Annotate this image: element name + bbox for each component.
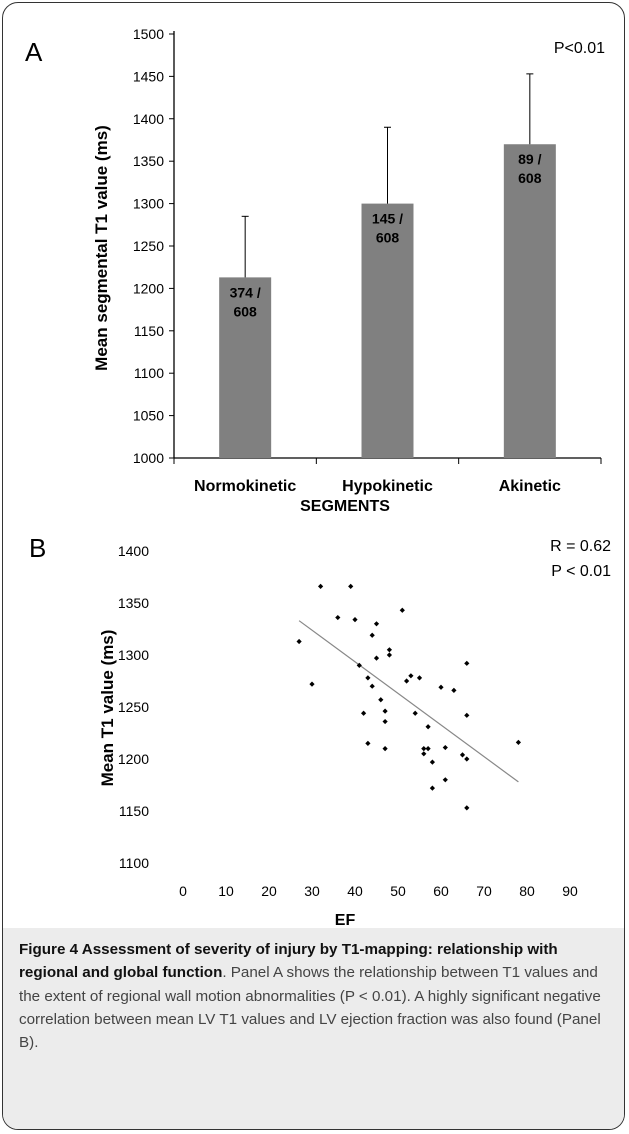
scatter-point: [335, 614, 341, 621]
y-tick-label: 1350: [133, 153, 164, 169]
scatter-point: [356, 662, 362, 668]
caption-background: [3, 928, 624, 1129]
y-tick-label: 1300: [133, 196, 164, 212]
scatter-point: [318, 583, 324, 589]
y-tick-label: 1050: [133, 408, 164, 424]
y-tick-label: 1100: [119, 855, 149, 871]
scatter-point: [373, 655, 380, 661]
scatter-chart-panel-b: B R = 0.62 P < 0.01 1100 1150 1200 1250 1300 135…: [29, 533, 611, 928]
scatter-point: [382, 708, 388, 714]
scatter-point: [382, 746, 388, 752]
scatter-point: [464, 805, 470, 811]
scatter-point: [382, 718, 388, 725]
panel-letter-a: A: [25, 37, 43, 67]
scatter-point: [451, 687, 457, 693]
scatter-point: [425, 724, 431, 730]
scatter-point: [309, 681, 315, 687]
bar-data-label: 608: [376, 230, 400, 246]
scatter-point: [369, 683, 375, 689]
scatter-point: [464, 660, 470, 666]
x-tick-label: 0: [179, 883, 187, 899]
bar-data-label: 374 /: [230, 284, 261, 300]
x-tick-label: 50: [390, 883, 406, 899]
scatter-point: [361, 710, 367, 716]
significance-label: P<0.01: [554, 40, 605, 57]
scatter-point: [442, 744, 448, 751]
scatter-point: [442, 777, 448, 783]
scatter-point: [365, 740, 371, 746]
scatter-point: [416, 675, 423, 681]
scatter-point: [421, 746, 427, 752]
scatter-point: [515, 739, 521, 745]
bar-data-label: 608: [518, 170, 542, 186]
y-tick-label: 1200: [133, 280, 164, 296]
stats-label: R = 0.62: [550, 538, 611, 555]
scatter-point: [425, 746, 431, 752]
scatter-point: [373, 621, 380, 627]
x-tick-label: 90: [562, 883, 578, 899]
x-tick-label: 70: [476, 883, 492, 899]
y-axis-title: Mean T1 value (ms): [98, 630, 117, 787]
scatter-point: [378, 697, 384, 703]
figure-caption: Figure 4 Assessment of severity of injur…: [19, 938, 614, 1054]
y-axis-title: Mean segmental T1 value (ms): [92, 125, 111, 371]
x-category-label: Normokinetic: [194, 478, 296, 495]
x-tick-label: 10: [218, 883, 234, 899]
scatter-point: [296, 638, 302, 645]
x-axis-title: EF: [335, 912, 356, 928]
x-tick-label: 20: [261, 883, 277, 899]
stats-label: P < 0.01: [551, 563, 611, 580]
bar-chart-panel-a: A P<0.01 1000 1050 1100 1150 1200 1250 1300 1350 1…: [25, 26, 605, 515]
x-tick-label: 30: [304, 883, 320, 899]
y-tick-label: 1150: [134, 323, 164, 339]
y-tick-label: 1100: [134, 365, 164, 381]
scatter-point: [429, 759, 435, 765]
bar: [219, 277, 272, 458]
y-tick-label: 1400: [118, 543, 149, 559]
caption-lead: Figure 4 Assessment of severity of injur…: [19, 941, 558, 982]
y-tick-label: 1000: [133, 450, 164, 466]
bar-data-label: 145 /: [372, 211, 403, 227]
y-tick-label: 1400: [133, 111, 164, 127]
scatter-point: [438, 684, 444, 690]
bar: [361, 203, 414, 458]
x-tick-label: 60: [433, 883, 449, 899]
x-category-label: Akinetic: [499, 478, 561, 495]
bar-data-label: 89 /: [518, 151, 541, 167]
scatter-point: [365, 675, 371, 681]
scatter-point: [369, 632, 375, 638]
scatter-point: [464, 756, 470, 762]
trend-line: [298, 620, 519, 783]
scatter-point: [386, 652, 392, 658]
scatter-point: [421, 751, 427, 757]
scatter-point: [408, 673, 414, 679]
y-tick-label: 1500: [133, 26, 164, 42]
scatter-point: [386, 647, 392, 653]
scatter-point: [348, 583, 354, 589]
scatter-point: [429, 785, 435, 791]
x-tick-label: 80: [519, 883, 535, 899]
panel-letter-b: B: [29, 533, 46, 563]
scatter-point: [399, 607, 405, 613]
y-tick-label: 1150: [119, 803, 149, 819]
caption-body: . Panel A shows the relationship between…: [19, 964, 601, 1052]
scatter-point: [352, 617, 358, 623]
scatter-point: [404, 678, 410, 684]
x-tick-label: 40: [347, 883, 363, 899]
y-tick-label: 1200: [118, 751, 149, 767]
x-axis-title: SEGMENTS: [300, 498, 390, 515]
scatter-point: [459, 752, 466, 758]
bar: [503, 144, 556, 459]
x-category-label: Hypokinetic: [342, 478, 433, 495]
y-tick-label: 1250: [133, 238, 164, 254]
y-tick-label: 1300: [118, 647, 149, 663]
y-tick-label: 1350: [118, 595, 149, 611]
y-tick-label: 1250: [118, 699, 149, 715]
scatter-point: [412, 710, 418, 716]
bar-data-label: 608: [233, 303, 257, 319]
scatter-point: [464, 712, 470, 718]
y-tick-label: 1450: [133, 68, 164, 84]
